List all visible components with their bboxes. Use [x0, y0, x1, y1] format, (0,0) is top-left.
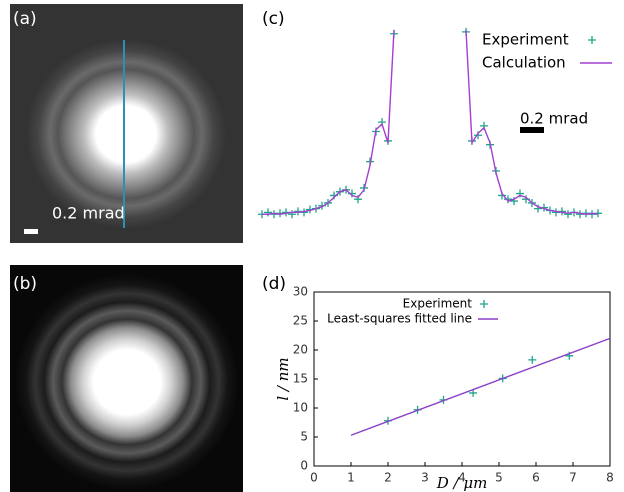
marker	[528, 355, 537, 364]
panel-label: (a)	[13, 9, 37, 29]
scale-bar	[24, 229, 38, 234]
scale-bar	[520, 127, 544, 133]
y-tick-label: 25	[293, 314, 308, 328]
legend-label: Experiment	[403, 297, 473, 311]
x-tick-label: 6	[532, 471, 540, 485]
scale-bar-label: 0.2 mrad	[520, 110, 588, 128]
x-tick-label: 1	[347, 471, 355, 485]
y-tick-label: 0	[300, 459, 308, 473]
marker	[564, 210, 572, 219]
y-tick-label: 10	[293, 401, 308, 415]
panel-label: (b)	[13, 274, 37, 294]
y-tick-label: 5	[300, 430, 308, 444]
marker	[264, 208, 272, 217]
x-tick-label: 3	[421, 471, 429, 485]
scale-bar-label: 0.2 mrad	[52, 204, 125, 223]
x-tick-label: 2	[384, 471, 392, 485]
simulated-pattern	[15, 274, 239, 490]
legend-marker	[480, 300, 488, 308]
legend-label: Least-squares fitted line	[327, 312, 472, 326]
panel-label: (d)	[262, 274, 286, 294]
marker	[534, 204, 542, 213]
legend-label: Calculation	[482, 54, 566, 72]
x-tick-label: 8	[606, 471, 614, 485]
panel-label: (c)	[262, 9, 285, 29]
legend-marker	[588, 36, 596, 44]
x-tick-label: 4	[458, 471, 466, 485]
marker	[288, 210, 296, 219]
line	[350, 337, 611, 436]
y-tick-label: 30	[293, 285, 308, 299]
y-axis-label: l / nm	[274, 357, 292, 400]
y-tick-label: 15	[293, 372, 308, 386]
marker	[504, 195, 512, 204]
x-tick-label: 0	[310, 471, 318, 485]
line	[262, 29, 599, 215]
x-tick-label: 5	[495, 471, 503, 485]
diffraction-pattern	[26, 39, 226, 229]
x-tick-label: 7	[569, 471, 577, 485]
y-tick-label: 20	[293, 343, 308, 357]
legend-label: Experiment	[482, 31, 569, 49]
marker	[510, 197, 518, 206]
x-axis-label: D / μm	[436, 474, 488, 492]
